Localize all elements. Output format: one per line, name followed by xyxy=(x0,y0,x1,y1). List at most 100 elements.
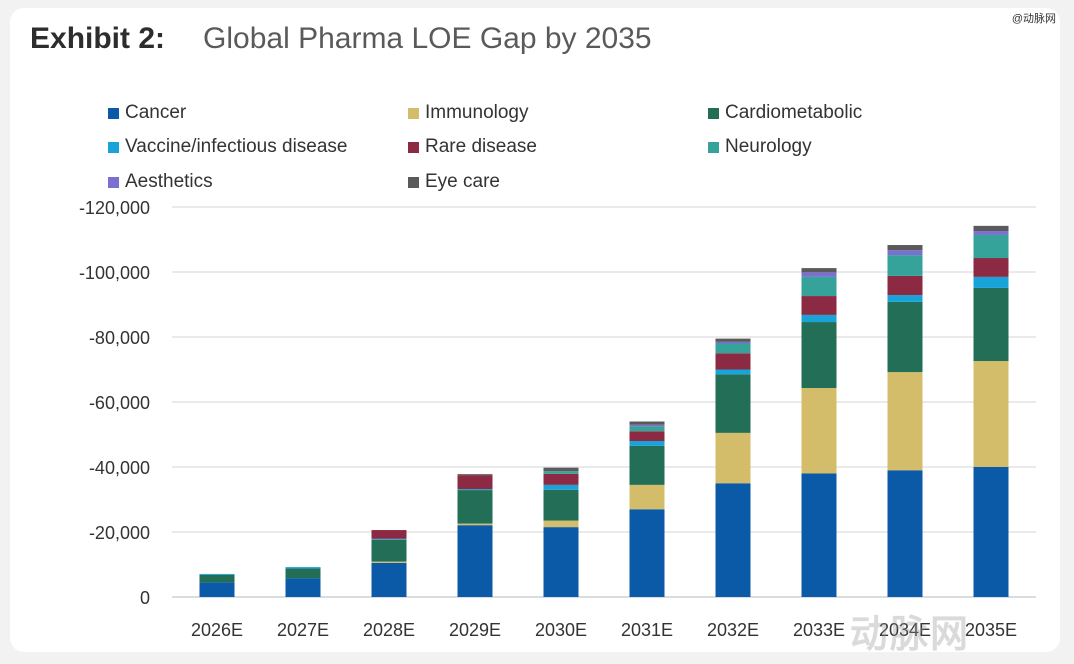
legend-swatch xyxy=(708,141,719,153)
bar-segment-cancer xyxy=(887,470,923,597)
bar-segment-eye-care xyxy=(629,421,665,425)
y-tick-label: -40,000 xyxy=(89,458,150,478)
y-tick-label: -120,000 xyxy=(79,198,150,218)
y-tick-label: -60,000 xyxy=(89,393,150,413)
bar-segment-eye-care xyxy=(543,467,579,472)
bar-segment-vaccine-infectious-disease xyxy=(285,567,321,569)
bar-segment-neurology xyxy=(973,234,1009,259)
bar-segment-rare-disease xyxy=(543,473,579,485)
x-tick-label: 2026E xyxy=(191,620,243,640)
bar-segment-cardiometabolic xyxy=(199,574,235,583)
bar-segment-cancer xyxy=(629,509,665,597)
x-tick-label: 2033E xyxy=(793,620,845,640)
bar-segment-cancer xyxy=(801,473,837,597)
bar-segment-vaccine-infectious-disease xyxy=(457,489,493,491)
bar-segment-eye-care xyxy=(801,268,837,273)
bar-segment-vaccine-infectious-disease xyxy=(199,573,235,575)
bar-segment-neurology xyxy=(715,343,751,354)
y-tick-label: -100,000 xyxy=(79,263,150,283)
bar-segment-immunology xyxy=(457,523,493,526)
bar-segment-cardiometabolic xyxy=(457,490,493,524)
bar-segment-immunology xyxy=(543,520,579,528)
x-tick-label: 2032E xyxy=(707,620,759,640)
bar-segment-eye-care xyxy=(887,245,923,251)
bar-segment-cardiometabolic xyxy=(715,374,751,433)
legend-swatch xyxy=(108,176,119,188)
legend-swatch xyxy=(708,107,719,119)
exhibit-label: Exhibit 2: xyxy=(30,22,166,55)
legend-item: Immunology xyxy=(408,102,529,124)
bar-segment-rare-disease xyxy=(973,258,1009,277)
bar-segment-vaccine-infectious-disease xyxy=(887,295,923,302)
bar-segment-eye-care xyxy=(715,338,751,342)
legend-label: Rare disease xyxy=(425,136,537,157)
bar-segment-cardiometabolic xyxy=(973,287,1009,362)
chart-title-text: Global Pharma LOE Gap by 2035 xyxy=(203,22,652,55)
bar-segment-eye-care xyxy=(457,474,493,476)
watermark-logo: 动脉网 xyxy=(850,614,971,656)
legend-swatch xyxy=(408,107,419,119)
legend-label: Eye care xyxy=(425,171,500,192)
legend-label: Cardiometabolic xyxy=(725,102,863,123)
bar-segment-aesthetics xyxy=(715,341,751,344)
bar-segment-vaccine-infectious-disease xyxy=(973,276,1009,288)
legend-label: Immunology xyxy=(425,102,529,123)
legend-item: Neurology xyxy=(708,136,812,158)
bar-segment-immunology xyxy=(887,372,923,471)
bar-segment-cardiometabolic xyxy=(543,489,579,521)
bar-segment-immunology xyxy=(715,432,751,484)
legend-swatch xyxy=(408,176,419,188)
bar-segment-vaccine-infectious-disease xyxy=(371,538,407,540)
legend-item: Aesthetics xyxy=(108,171,213,193)
bar-segment-neurology xyxy=(629,426,665,432)
bar-segment-vaccine-infectious-disease xyxy=(715,369,751,375)
legend-item: Cancer xyxy=(108,102,186,124)
bar-segment-rare-disease xyxy=(629,431,665,441)
legend-item: Rare disease xyxy=(408,136,537,158)
y-tick-label: -20,000 xyxy=(89,523,150,543)
bar-segment-neurology xyxy=(887,255,923,276)
watermark: @动脉网 xyxy=(1011,13,1056,25)
legend-label: Neurology xyxy=(725,136,812,157)
bar-segment-cardiometabolic xyxy=(629,445,665,485)
bar-segment-immunology xyxy=(371,561,407,563)
x-tick-label: 2029E xyxy=(449,620,501,640)
legend-label: Vaccine/infectious disease xyxy=(125,136,348,157)
bar-segment-cancer xyxy=(973,467,1009,597)
legend-swatch xyxy=(408,141,419,153)
x-tick-label: 2028E xyxy=(363,620,415,640)
bar-segment-immunology xyxy=(973,361,1009,467)
bar-segment-cancer xyxy=(285,578,321,597)
chart-card xyxy=(10,8,1060,652)
bar-segment-rare-disease xyxy=(887,275,923,296)
bar-segment-immunology xyxy=(629,484,665,510)
bar-segment-cardiometabolic xyxy=(285,568,321,579)
bar-segment-aesthetics xyxy=(887,250,923,256)
x-tick-label: 2027E xyxy=(277,620,329,640)
legend-label: Cancer xyxy=(125,102,187,123)
x-tick-label: 2030E xyxy=(535,620,587,640)
bar-segment-vaccine-infectious-disease xyxy=(543,484,579,490)
bar-segment-aesthetics xyxy=(801,272,837,277)
bar-segment-aesthetics xyxy=(629,424,665,427)
y-tick-label: 0 xyxy=(140,588,150,608)
bar-segment-cardiometabolic xyxy=(801,322,837,389)
bar-segment-vaccine-infectious-disease xyxy=(801,314,837,323)
bar-segment-cardiometabolic xyxy=(371,539,407,562)
legend-swatch xyxy=(108,141,119,153)
bar-segment-aesthetics xyxy=(973,231,1009,235)
legend-label: Aesthetics xyxy=(125,171,213,192)
legend-item: Eye care xyxy=(408,171,500,193)
bar-segment-vaccine-infectious-disease xyxy=(629,441,665,446)
bar-segment-rare-disease xyxy=(801,296,837,315)
bar-segment-rare-disease xyxy=(371,530,407,539)
legend-swatch xyxy=(108,107,119,119)
y-tick-label: -80,000 xyxy=(89,328,150,348)
bar-segment-eye-care xyxy=(973,225,1009,232)
bar-segment-cancer xyxy=(199,582,235,597)
bar-segment-cancer xyxy=(543,527,579,597)
x-tick-label: 2031E xyxy=(621,620,673,640)
x-tick-label: 2035E xyxy=(965,620,1017,640)
chart-title: Exhibit 2: Global Pharma LOE Gap by 2035 xyxy=(30,22,652,56)
